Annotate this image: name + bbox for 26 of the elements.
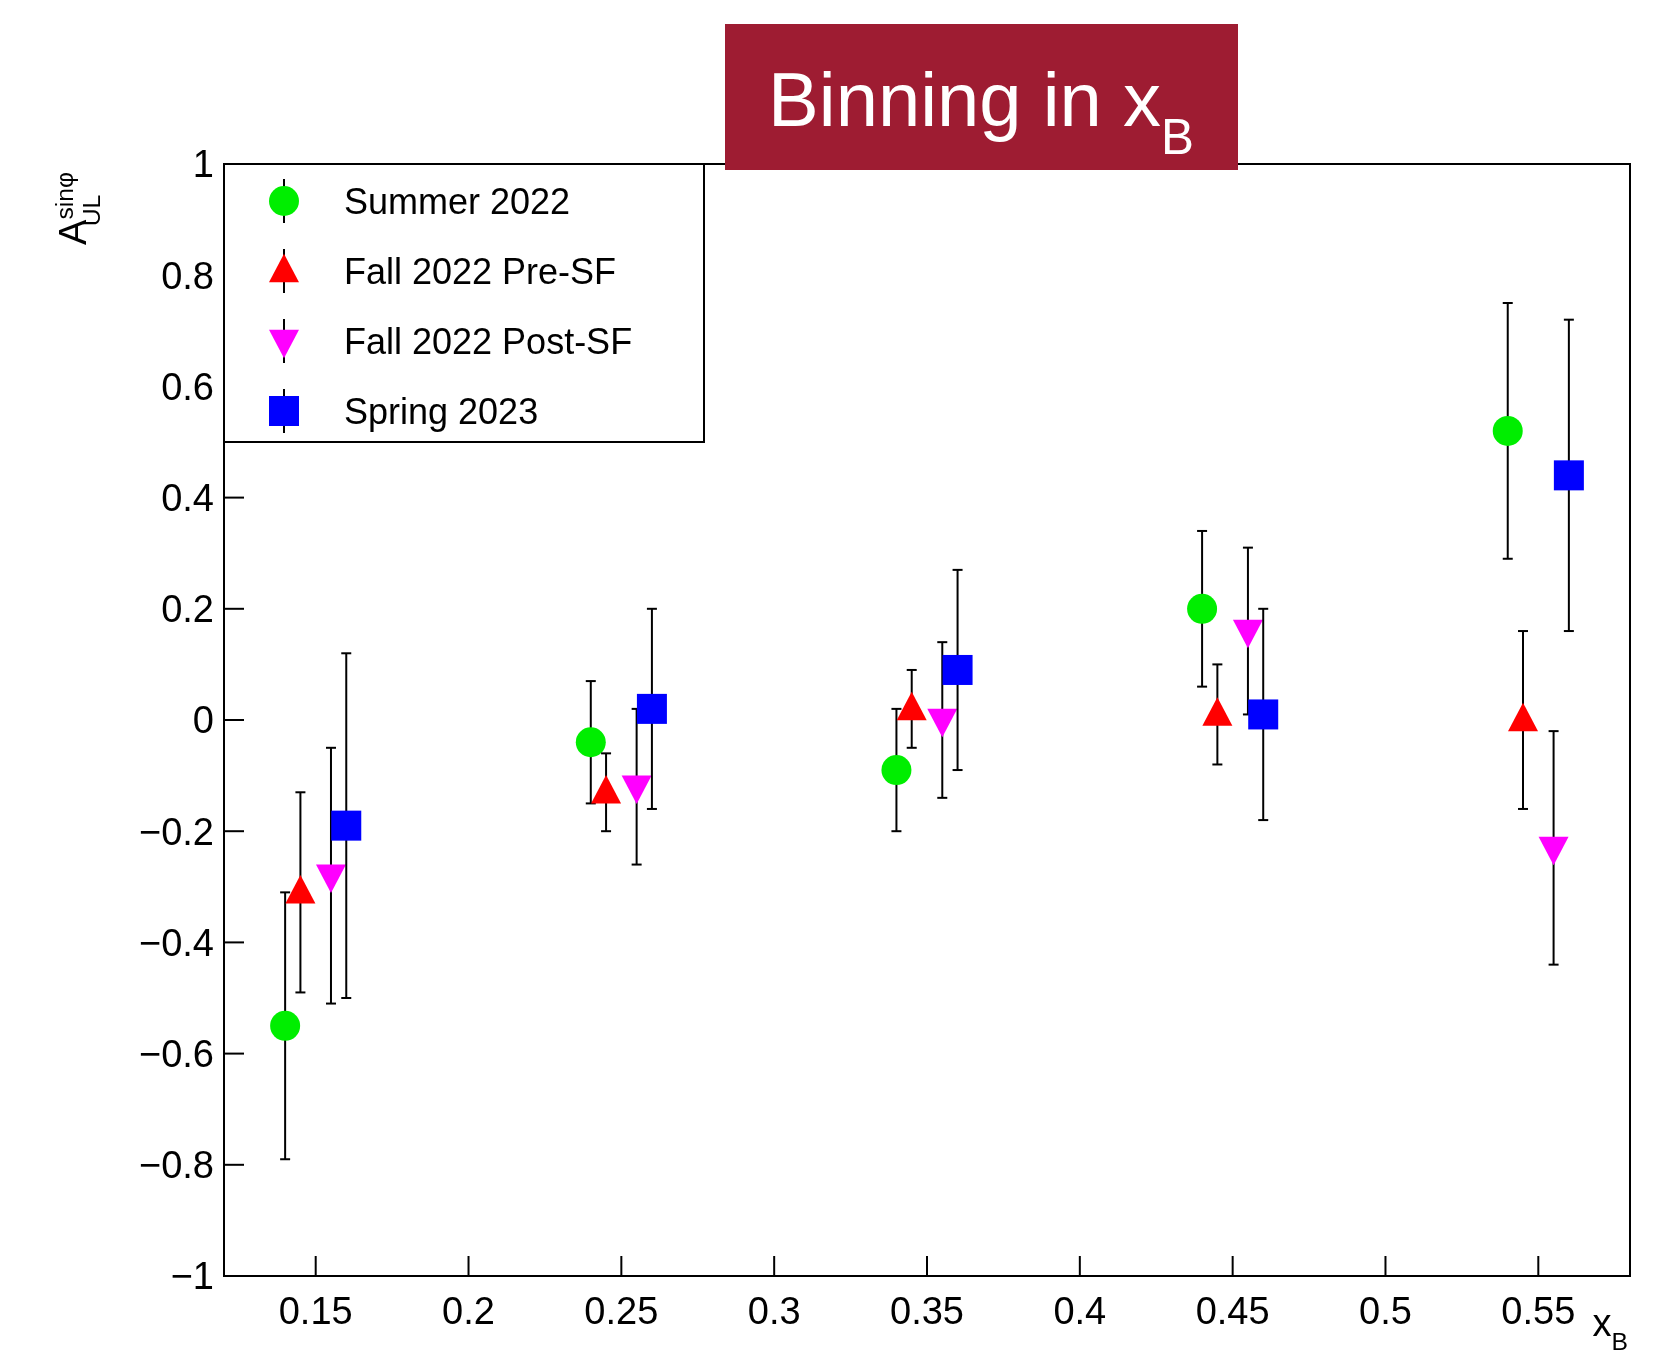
y-tick-label: −1 <box>170 1255 214 1298</box>
legend-label: Summer 2022 <box>344 180 571 222</box>
y-tick-label: −0.2 <box>138 810 214 853</box>
legend-label: Fall 2022 Pre-SF <box>344 250 617 292</box>
y-tick-label: −0.4 <box>138 921 214 964</box>
y-tick-label: 1 <box>192 143 214 186</box>
x-tick-label: 0.4 <box>1053 1290 1107 1332</box>
x-tick-label: 0.35 <box>890 1290 964 1332</box>
x-tick-label: 0.2 <box>442 1290 495 1332</box>
x-tick-label: 0.3 <box>747 1290 801 1332</box>
y-tick-label: 0.8 <box>161 254 214 297</box>
y-tick-label: −0.6 <box>138 1032 214 1075</box>
chart-title: Binning in x$_{B}$ <box>768 57 1194 164</box>
x-tick-label: 0.5 <box>1359 1290 1412 1332</box>
x-tick-label: 0.55 <box>1501 1290 1576 1332</box>
x-axis-title: x$_{B}$ <box>1592 1302 1628 1355</box>
x-tick-label: 0.15 <box>278 1290 353 1332</box>
x-tick-label: 0.45 <box>1195 1290 1270 1332</box>
legend-label: Spring 2023 <box>344 390 539 432</box>
y-tick-label: 0 <box>192 699 214 742</box>
y-tick-label: 0.4 <box>161 476 214 519</box>
y-tick-label: −0.8 <box>138 1144 214 1187</box>
legend-label: Fall 2022 Post-SF <box>344 320 633 362</box>
y-tick-label: 0.2 <box>161 588 214 631</box>
y-tick-label: 0.6 <box>161 365 214 408</box>
x-tick-label: 0.25 <box>584 1290 659 1332</box>
